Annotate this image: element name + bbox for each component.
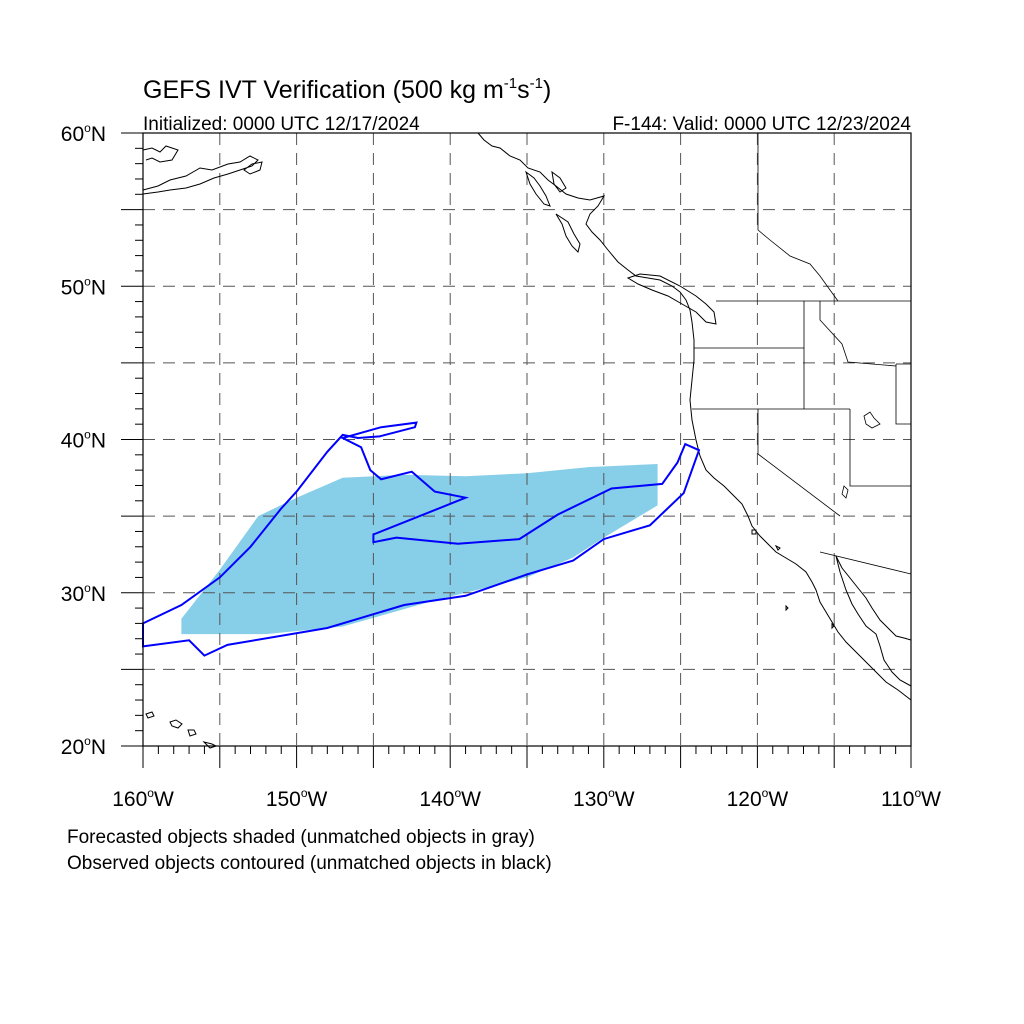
figure-title: GEFS IVT Verification (500 kg m-1s-1) (143, 75, 551, 104)
lon-label-130: 130oW (573, 786, 635, 811)
lon-label-150: 150oW (266, 786, 328, 811)
lat-label-30: 30oN (61, 581, 106, 606)
hawaii-islands (145, 711, 218, 749)
canada-province-border (757, 133, 839, 302)
se-alaska-islands (525, 170, 567, 207)
gulf-of-california-coast (835, 555, 912, 687)
lon-label-110: 110oW (881, 786, 941, 811)
forecast-object-layer (181, 464, 658, 635)
latitude-labels: 60oN 50oN 40oN 30oN 20oN (61, 121, 106, 759)
political-boundaries (692, 133, 912, 575)
lat-label-40: 40oN (61, 428, 106, 453)
valid-time-label: F-144: Valid: 0000 UTC 12/23/2024 (612, 114, 911, 135)
legend-forecast-note: Forecasted objects shaded (unmatched obj… (67, 827, 535, 848)
lake-shapes (841, 411, 881, 499)
observed-object-contour (142, 421, 701, 657)
lon-label-140: 140oW (419, 786, 481, 811)
lon-label-120: 120oW (727, 786, 789, 811)
offshore-islands (751, 529, 835, 630)
legend-observed-note: Observed objects contoured (unmatched ob… (67, 853, 552, 874)
gridlines (143, 133, 911, 746)
lon-label-160: 160oW (112, 786, 174, 811)
us-state-borders (692, 301, 912, 575)
lat-label-60: 60oN (61, 121, 106, 146)
coastlines (142, 132, 912, 749)
lat-label-20: 20oN (61, 734, 106, 759)
vancouver-island (626, 273, 717, 325)
initialized-label: Initialized: 0000 UTC 12/17/2024 (143, 114, 420, 135)
observed-object-layer (142, 421, 701, 657)
map-area (121, 132, 912, 768)
alaska-coast (142, 132, 912, 701)
longitude-labels: 160oW 150oW 140oW 130oW 120oW 110oW (112, 786, 941, 811)
lat-label-50: 50oN (61, 274, 106, 299)
haida-gwaii (555, 213, 581, 253)
axis-ticks (121, 132, 912, 768)
forecast-object-shaded (181, 464, 658, 635)
